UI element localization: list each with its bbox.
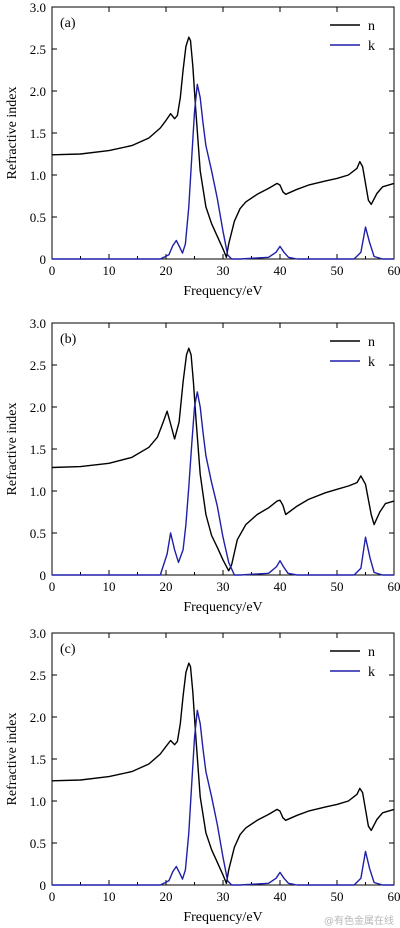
panel-label: (c) (60, 642, 76, 657)
chart-panel-2: 0 10 20 30 40 50 60 0 0.5 1.0 1.5 2.0 2.5 3.0 Frequenc… (5, 626, 400, 925)
y-tick-label: 0.5 (30, 526, 46, 541)
y-tick-label-zero: 0 (40, 568, 47, 583)
panel-label: (a) (60, 16, 76, 31)
x-tick-label: 60 (388, 889, 400, 904)
y-tick-label: 3.0 (30, 626, 46, 641)
series-line-k (52, 83, 394, 260)
legend-label-k: k (368, 39, 375, 54)
x-tick-label: 40 (274, 889, 287, 904)
x-tick-label: 50 (331, 263, 344, 278)
x-tick-label: 50 (331, 889, 344, 904)
series-line-n (51, 662, 395, 884)
x-tick-label: 10 (103, 889, 116, 904)
panel-label: (b) (60, 332, 77, 347)
x-tick-label: 10 (103, 263, 116, 278)
y-tick-label: 2.5 (30, 42, 46, 57)
y-tick-label: 0.5 (30, 836, 46, 851)
x-tick-label: 0 (49, 263, 56, 278)
legend-label-n: n (368, 335, 375, 350)
x-tick-label: 50 (331, 579, 344, 594)
y-tick-label: 0.5 (30, 210, 46, 225)
y-tick-label: 1.5 (30, 752, 46, 767)
x-tick-label: 40 (274, 579, 287, 594)
y-tick-label: 2.0 (30, 84, 46, 99)
series-line-n (51, 347, 395, 572)
y-tick-label: 1.0 (30, 794, 46, 809)
series-line-n (51, 36, 395, 258)
chart-panel-1: 0 10 20 30 40 50 60 0 0.5 1.0 1.5 2.0 2.5 3.0 Frequenc… (5, 316, 400, 615)
y-tick-label: 3.0 (30, 316, 46, 331)
watermark: @有色金属在线 (324, 914, 394, 927)
x-axis-label: Frequency/eV (183, 284, 262, 299)
x-tick-label: 30 (217, 263, 230, 278)
y-tick-label: 2.0 (30, 400, 46, 415)
y-tick-label-zero: 0 (40, 878, 47, 893)
x-axis-label: Frequency/eV (183, 600, 262, 615)
series-line-k (52, 709, 394, 886)
legend-label-n: n (368, 19, 375, 34)
y-tick-label: 1.0 (30, 168, 46, 183)
y-tick-label: 2.0 (30, 710, 46, 725)
x-tick-label: 0 (49, 579, 56, 594)
x-tick-label: 20 (160, 889, 173, 904)
y-axis-label: Refractive index (5, 87, 20, 180)
series-line-k (52, 391, 394, 576)
y-tick-label: 3.0 (30, 0, 46, 15)
x-tick-label: 0 (49, 889, 56, 904)
y-axis-label: Refractive index (5, 403, 20, 496)
legend-label-n: n (368, 645, 375, 660)
y-tick-label: 1.0 (30, 484, 46, 499)
y-tick-label: 1.5 (30, 442, 46, 457)
x-tick-label: 30 (217, 579, 230, 594)
y-tick-label: 2.5 (30, 668, 46, 683)
x-tick-label: 30 (217, 889, 230, 904)
x-tick-label: 20 (160, 263, 173, 278)
legend-label-k: k (368, 355, 375, 370)
x-tick-label: 60 (388, 263, 400, 278)
x-tick-label: 10 (103, 579, 116, 594)
y-tick-label-zero: 0 (40, 252, 47, 267)
x-tick-label: 20 (160, 579, 173, 594)
chart-panel-0: 0 10 20 30 40 50 60 0 0.5 1.0 1.5 2.0 2.5 3.0 Frequenc… (5, 0, 400, 299)
legend-label-k: k (368, 665, 375, 680)
x-tick-label: 60 (388, 579, 400, 594)
x-axis-label: Frequency/eV (183, 910, 262, 925)
y-tick-label: 1.5 (30, 126, 46, 141)
x-tick-label: 40 (274, 263, 287, 278)
y-axis-label: Refractive index (5, 713, 20, 806)
y-tick-label: 2.5 (30, 358, 46, 373)
